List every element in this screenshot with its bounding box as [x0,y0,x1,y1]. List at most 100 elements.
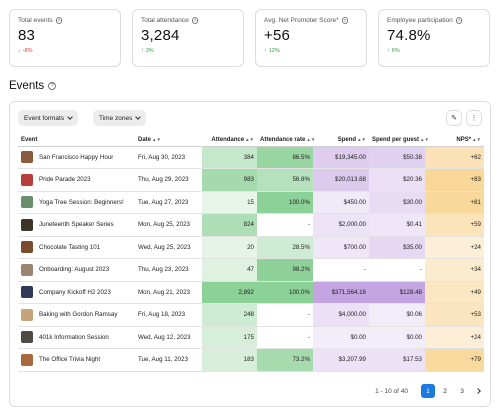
column-header-attendance[interactable]: Attendance▲▼ [202,134,257,147]
event-name: Chocolate Tasting 101 [39,243,101,251]
column-label: NPS* [456,136,472,143]
cell-event[interactable]: Baking with Gordon Ramsay [18,303,135,327]
column-label: Spend per guest [372,136,420,143]
cell-event[interactable]: San Francisco Happy Hour [18,146,135,169]
table-row[interactable]: Onboarding: August 2023 Thu, Aug 23, 2023… [18,258,484,282]
cell-attendance: 47 [202,258,257,282]
column-header-nps[interactable]: NPS*▲▼ [425,134,484,147]
column-label: Attendance [211,136,245,143]
kpi-value: 83 [18,27,36,44]
help-icon[interactable]: ? [455,17,463,24]
table-row[interactable]: Juneteenth Speaker Series Mon, Aug 25, 20… [18,213,484,237]
help-icon[interactable]: ? [55,17,63,24]
cell-nps: +49 [425,281,484,304]
cell-spend-per-guest: $0.41 [369,213,425,237]
event-thumbnail [21,241,33,254]
kpi-value: 3,284 [141,27,180,44]
cell-spend: $450.00 [313,191,369,214]
cell-spend: $3,207.99 [313,348,369,372]
cell-attendance: 2,892 [202,281,257,304]
page-button-3[interactable]: 3 [460,387,464,395]
filter-label: Event formats [24,114,65,122]
cell-date: Thu, Aug 23, 2023 [135,258,202,282]
help-icon[interactable]: ? [341,17,349,24]
chevron-down-icon [67,114,73,120]
cell-spend-per-guest: $30.00 [369,191,425,214]
table-row[interactable]: Chocolate Tasting 101 Wed, Aug 25, 2023 20… [18,236,484,259]
event-name: Pride Parade 2023 [39,176,91,184]
table-row[interactable]: San Francisco Happy Hour Fri, Aug 30, 202… [18,146,484,169]
pagination-range: 1 - 10 of 40 [375,387,408,395]
events-card: Event formats Time zones ✎ ⋮ Event Date▲… [9,101,491,407]
help-icon[interactable]: ? [48,82,57,90]
cell-nps: +81 [425,191,484,214]
table-row[interactable]: The Office Trivia Night Tue, Aug 11, 2023… [18,348,484,372]
column-header-date[interactable]: Date▲▼ [135,134,202,147]
cell-event[interactable]: Juneteenth Speaker Series [18,213,135,237]
time-zones-filter[interactable]: Time zones [93,110,147,126]
sort-icon: ▲▼ [245,136,254,142]
edit-button[interactable]: ✎ [446,110,462,126]
kpi-delta: ↑ 3% [141,48,235,54]
pagination: 1 - 10 of 40 1 2 3 [375,384,481,398]
cell-event[interactable]: Company Kickoff H2 2023 [18,281,135,304]
cell-spend: $371,564.16 [313,281,369,304]
sort-icon: ▲▼ [357,136,366,142]
cell-nps: +53 [425,303,484,327]
event-thumbnail [21,151,33,164]
cell-event[interactable]: The Office Trivia Night [18,348,135,372]
column-header-attendance-rate[interactable]: Attendance rate▲▼ [257,134,315,147]
cell-attendance-rate: 98.2% [257,258,313,282]
events-table: Event Date▲▼ Attendance▲▼ Attendance rat… [18,134,484,372]
cell-event[interactable]: Pride Parade 2023 [18,168,135,192]
kpi-delta: ↑ 6% [387,48,481,54]
more-vertical-icon: ⋮ [470,115,478,122]
page-button-2[interactable]: 2 [443,387,447,395]
cell-event[interactable]: Yoga Tree Session: Beginners! [18,191,135,214]
cell-nps: +83 [425,168,484,192]
cell-attendance-rate: 86.5% [257,146,313,169]
column-header-spend-per-guest[interactable]: Spend per guest▲▼ [369,134,429,147]
column-header-spend[interactable]: Spend▲▼ [313,134,369,147]
column-header-event[interactable]: Event [18,134,135,147]
table-row[interactable]: Pride Parade 2023 Thu, Aug 29, 2023 983 56.… [18,168,484,192]
event-thumbnail [21,308,33,321]
page-button-1[interactable]: 1 [421,384,435,398]
cell-spend-per-guest: - [369,258,425,282]
cell-event[interactable]: 401k Information Session [18,326,135,349]
cell-attendance-rate: - [257,326,313,349]
help-icon[interactable]: ? [191,17,199,24]
kpi-cards: Total events? 83 ↓ -8% Total attendance? … [9,9,491,67]
kpi-value: +56 [264,27,291,44]
table-row[interactable]: Baking with Gordon Ramsay Fri, Aug 18, 20… [18,303,484,327]
cell-date: Tue, Aug 11, 2023 [135,348,202,372]
table-row[interactable]: 401k Information Session Wed, Aug 12, 202… [18,326,484,349]
event-name: 401k Information Session [39,333,109,341]
kpi-delta-value: 6% [391,48,400,54]
cell-attendance-rate: 100.0% [257,191,313,214]
kpi-card-employee-participation: Employee participation? 74.8% ↑ 6% [378,9,490,67]
filter-label: Time zones [99,114,133,122]
cell-attendance: 384 [202,146,257,169]
cell-event[interactable]: Chocolate Tasting 101 [18,236,135,259]
chevron-right-icon[interactable] [475,388,481,394]
table-toolbar: Event formats Time zones ✎ ⋮ [18,110,482,126]
kpi-label: Total events [18,17,53,24]
cell-attendance: 824 [202,213,257,237]
cell-event[interactable]: Onboarding: August 2023 [18,258,135,282]
sort-icon: ▲▼ [152,136,161,142]
cell-nps: +79 [425,348,484,372]
column-label: Date [138,136,152,143]
more-options-button[interactable]: ⋮ [466,110,482,126]
event-formats-filter[interactable]: Event formats [18,110,79,126]
kpi-delta-value: -8% [22,48,33,54]
table-row[interactable]: Company Kickoff H2 2023 Mon, Aug 21, 2023… [18,281,484,304]
section-header: Events ? [9,80,57,92]
cell-spend-per-guest: $17.53 [369,348,425,372]
kpi-delta: ↓ -8% [18,48,112,54]
cell-attendance: 248 [202,303,257,327]
table-row[interactable]: Yoga Tree Session: Beginners! Tue, Aug 27… [18,191,484,214]
kpi-label: Total attendance [141,17,189,24]
cell-spend-per-guest: $0.00 [369,326,425,349]
cell-date: Thu, Aug 29, 2023 [135,168,202,192]
